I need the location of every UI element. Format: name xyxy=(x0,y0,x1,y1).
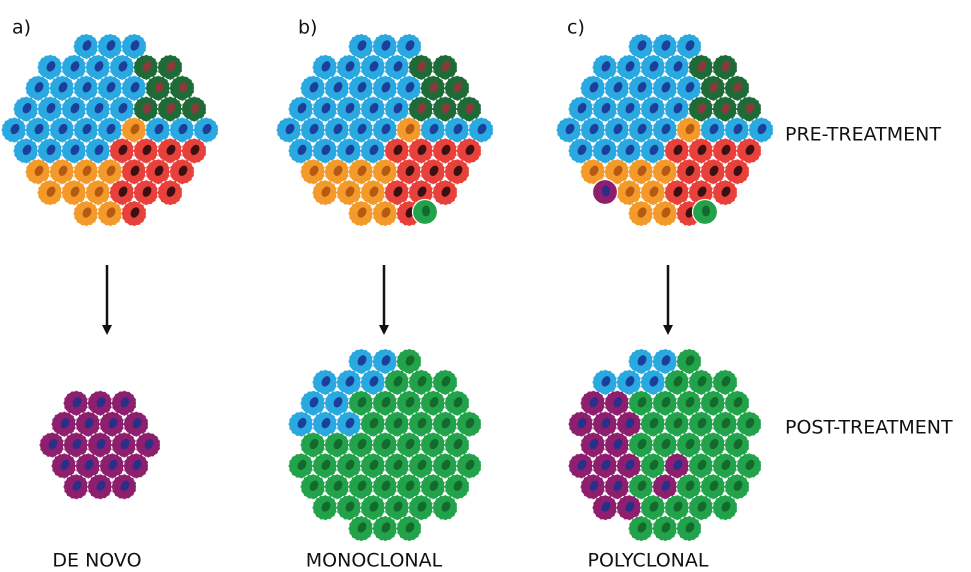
panel-label: c) xyxy=(567,17,585,39)
row-label: PRE-TREATMENT xyxy=(785,124,941,146)
panel-label: a) xyxy=(12,17,31,39)
nucleus xyxy=(422,206,430,217)
outcome-label: DE NOVO xyxy=(52,550,141,572)
nucleus xyxy=(602,186,610,197)
panel-label: b) xyxy=(298,17,317,39)
figure: a) b) c) PRE-TREATMENT POST-TREATMENT DE… xyxy=(0,0,971,572)
row-label: POST-TREATMENT xyxy=(785,417,953,439)
cells xyxy=(2,34,774,541)
outcome-label: MONOCLONAL xyxy=(306,550,443,572)
nucleus xyxy=(702,206,710,217)
outcome-label: POLYCLONAL xyxy=(588,550,709,572)
